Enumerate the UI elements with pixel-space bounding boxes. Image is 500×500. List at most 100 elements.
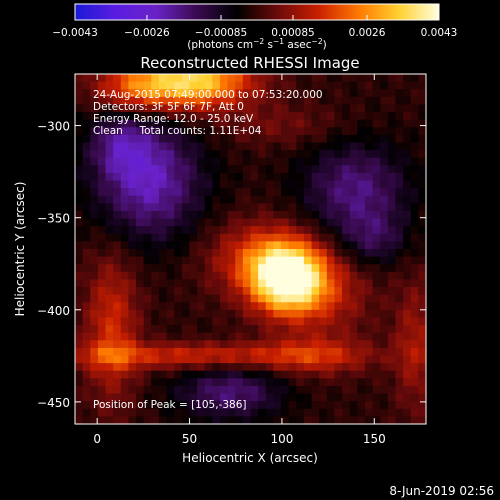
- heatmap-cell: [75, 287, 84, 296]
- heatmap-cell: [235, 241, 244, 250]
- heatmap-cell: [235, 157, 244, 166]
- heatmap-cell: [128, 127, 137, 136]
- heatmap-cell: [364, 150, 374, 159]
- heatmap-cell: [387, 317, 397, 326]
- heatmap-cell: [357, 134, 366, 144]
- heatmap-cell: [82, 188, 91, 197]
- heatmap-cell: [235, 218, 244, 227]
- heatmap-cell: [265, 302, 274, 311]
- heatmap-cell: [105, 264, 114, 273]
- heatmap-cell: [364, 256, 374, 265]
- heatmap-cell: [197, 165, 206, 174]
- heatmap-cell: [357, 355, 366, 364]
- heatmap-cell: [288, 363, 297, 372]
- heatmap-cell: [387, 142, 397, 151]
- heatmap-cell: [242, 188, 252, 197]
- heatmap-cell: [151, 408, 160, 417]
- heatmap-cell: [227, 210, 236, 220]
- heatmap-cell: [105, 89, 114, 98]
- heatmap-cell: [418, 210, 427, 220]
- heatmap-cell: [303, 127, 313, 136]
- heatmap-cell: [326, 256, 336, 265]
- heatmap-cell: [349, 279, 358, 288]
- heatmap-cell: [273, 134, 282, 144]
- heatmap-cell: [326, 249, 336, 258]
- heatmap-cell: [364, 241, 374, 250]
- heatmap-cell: [197, 287, 206, 296]
- heatmap-cell: [403, 180, 412, 189]
- heatmap-cell: [128, 226, 137, 235]
- heatmap-cell: [174, 157, 183, 166]
- heatmap-cell: [174, 287, 183, 296]
- heatmap-cell: [326, 355, 336, 364]
- heatmap-cell: [143, 112, 152, 121]
- heatmap-cell: [136, 142, 145, 151]
- heatmap-cell: [349, 203, 358, 212]
- heatmap-cell: [235, 210, 244, 220]
- heatmap-cell: [90, 378, 99, 387]
- heatmap-cell: [380, 134, 389, 144]
- heatmap-cell: [158, 180, 168, 189]
- heatmap-cell: [410, 271, 419, 281]
- heatmap-cell: [158, 119, 168, 128]
- heatmap-cell: [334, 172, 343, 182]
- heatmap-cell: [418, 294, 427, 303]
- heatmap-cell: [113, 119, 122, 128]
- heatmap-cell: [273, 226, 282, 235]
- heatmap-cell: [342, 210, 351, 220]
- heatmap-cell: [151, 165, 160, 174]
- heatmap-cell: [372, 134, 381, 144]
- heatmap-cell: [349, 317, 358, 326]
- heatmap-cell: [97, 81, 107, 90]
- heatmap-cell: [281, 271, 290, 281]
- heatmap-cell: [166, 317, 175, 326]
- heatmap-cell: [349, 119, 358, 128]
- heatmap-cell: [212, 180, 221, 189]
- heatmap-cell: [113, 340, 122, 349]
- heatmap-cell: [273, 119, 282, 128]
- heatmap-cell: [158, 165, 168, 174]
- heatmap-cell: [82, 134, 91, 144]
- heatmap-cell: [387, 416, 397, 425]
- heatmap-cell: [326, 325, 336, 334]
- heatmap-cell: [113, 172, 122, 182]
- heatmap-cell: [82, 241, 91, 250]
- heatmap-cell: [349, 302, 358, 311]
- heatmap-cell: [250, 309, 259, 319]
- heatmap-cell: [90, 195, 99, 204]
- heatmap-cell: [319, 89, 328, 98]
- heatmap-cell: [303, 218, 313, 227]
- heatmap-cell: [296, 378, 305, 387]
- heatmap-cell: [334, 416, 343, 425]
- heatmap-cell: [250, 142, 259, 151]
- heatmap-cell: [181, 119, 191, 128]
- heatmap-cell: [235, 302, 244, 311]
- heatmap-cell: [418, 385, 427, 395]
- heatmap-cell: [75, 104, 84, 113]
- heatmap-cell: [204, 370, 213, 379]
- heatmap-cell: [174, 302, 183, 311]
- heatmap-cell: [273, 180, 282, 189]
- heatmap-cell: [288, 157, 297, 166]
- heatmap-cell: [250, 294, 259, 303]
- heatmap-cell: [387, 226, 397, 235]
- heatmap-cell: [143, 195, 152, 204]
- heatmap-cell: [113, 249, 122, 258]
- heatmap-cell: [311, 210, 320, 220]
- heatmap-cell: [143, 355, 152, 364]
- heatmap-cell: [303, 233, 313, 242]
- heatmap-cell: [281, 264, 290, 273]
- heatmap-cell: [151, 302, 160, 311]
- heatmap-cell: [181, 370, 191, 379]
- heatmap-cell: [120, 378, 130, 387]
- heatmap-cell: [151, 188, 160, 197]
- heatmap-cell: [136, 112, 145, 121]
- heatmap-cell: [235, 165, 244, 174]
- heatmap-cell: [181, 378, 191, 387]
- heatmap-cell: [235, 172, 244, 182]
- heatmap-cell: [372, 218, 381, 227]
- heatmap-cell: [395, 142, 404, 151]
- heatmap-cell: [342, 264, 351, 273]
- heatmap-cell: [342, 340, 351, 349]
- heatmap-cell: [242, 249, 252, 258]
